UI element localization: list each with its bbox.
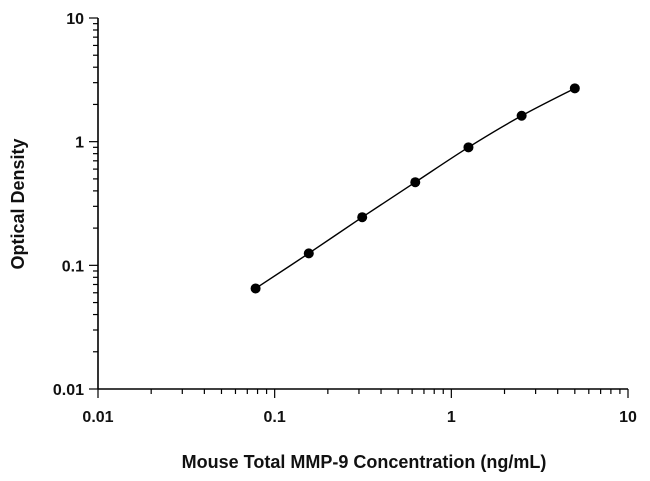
y-tick-label: 1 bbox=[75, 135, 84, 152]
data-point bbox=[303, 248, 314, 259]
data-point bbox=[569, 83, 580, 94]
series-line bbox=[255, 87, 576, 290]
data-point bbox=[357, 212, 368, 223]
x-tick-label: 0.1 bbox=[264, 409, 286, 426]
x-tick-label: 0.01 bbox=[82, 409, 113, 426]
axes bbox=[97, 18, 628, 390]
x-axis-title: Mouse Total MMP-9 Concentration (ng/mL) bbox=[182, 452, 547, 472]
y-tick-label: 0.1 bbox=[62, 258, 84, 275]
tick-marks bbox=[89, 17, 629, 398]
x-tick-label: 1 bbox=[447, 409, 456, 426]
y-tick-label: 0.01 bbox=[53, 382, 84, 399]
x-tick-label: 10 bbox=[619, 409, 637, 426]
data-point bbox=[463, 142, 474, 153]
tick-labels: 0.01 0.1 1 10 0.01 0.1 1 10 bbox=[53, 11, 637, 426]
data-point bbox=[250, 283, 261, 294]
data-point bbox=[516, 110, 527, 121]
y-axis-title: Optical Density bbox=[8, 138, 28, 269]
data-point bbox=[410, 177, 421, 188]
series-group bbox=[250, 83, 580, 294]
y-tick-label: 10 bbox=[66, 11, 84, 28]
